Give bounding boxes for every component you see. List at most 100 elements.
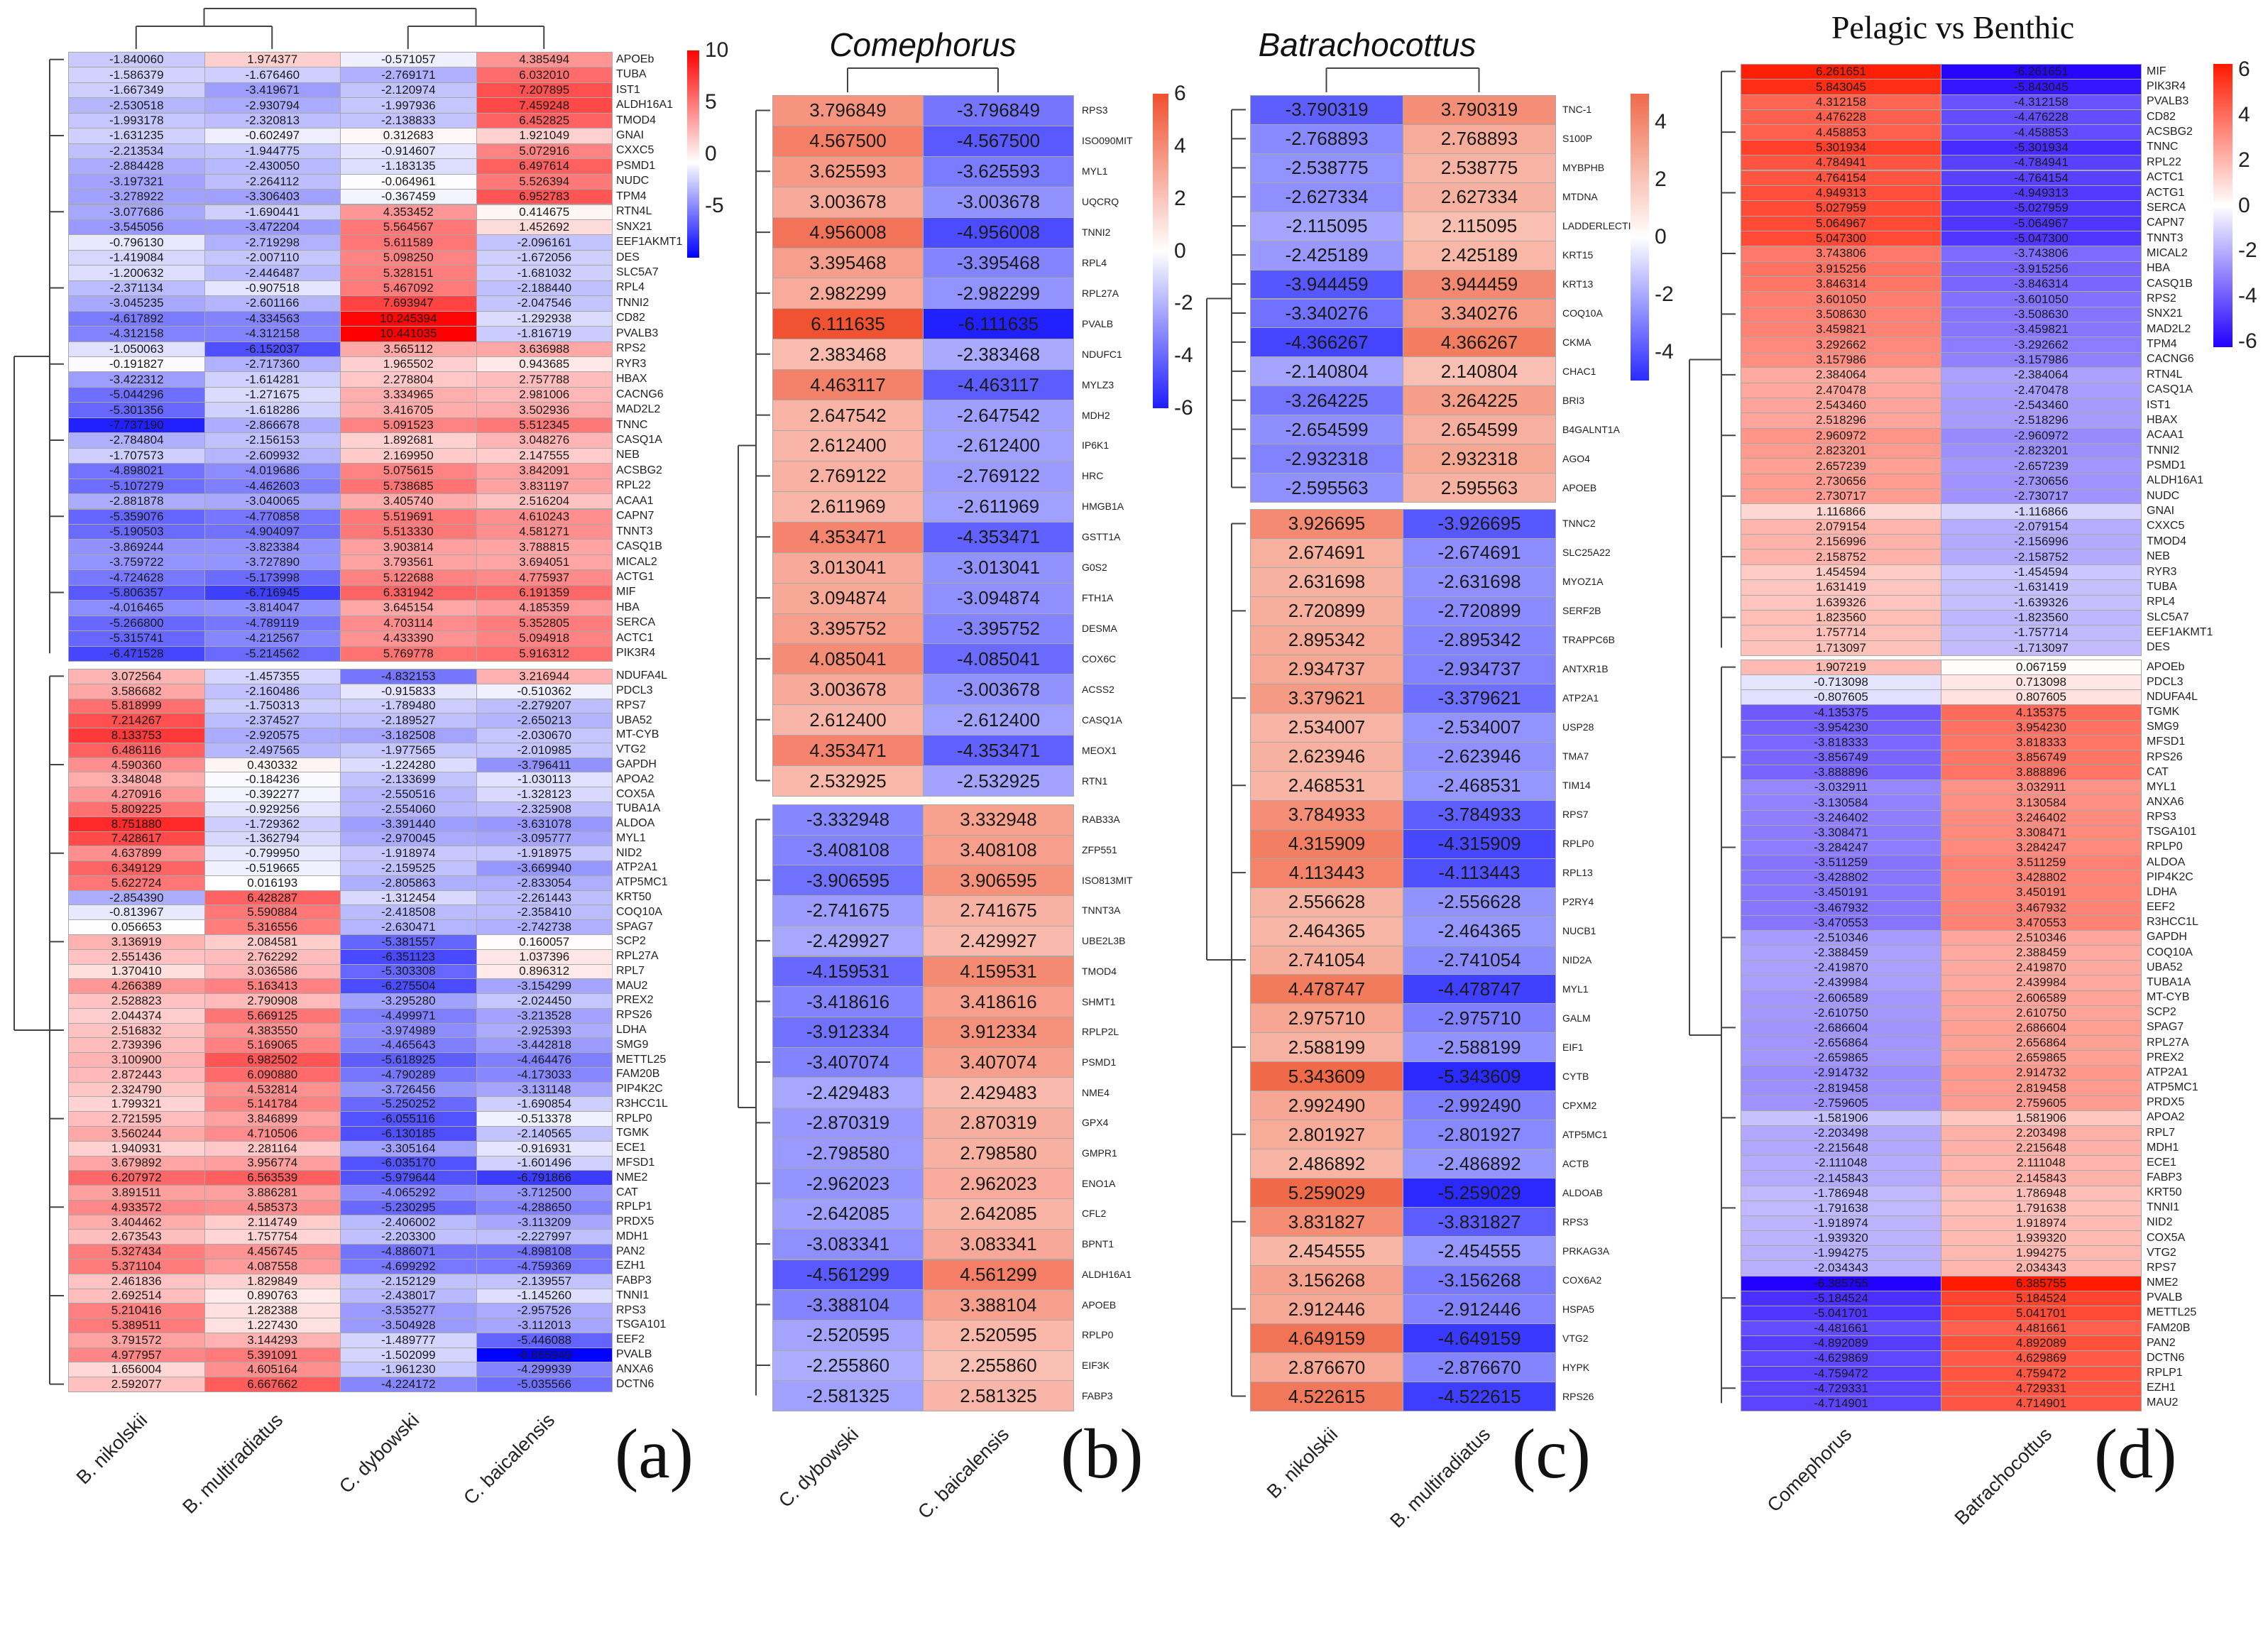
heatmap-cell: 2.960972 bbox=[1741, 427, 1941, 444]
heatmap-cell: 6.191359 bbox=[476, 584, 613, 601]
row-label: MAU2 bbox=[616, 979, 648, 992]
heatmap-cell: 4.637899 bbox=[68, 846, 205, 862]
heatmap-cell: -0.367459 bbox=[340, 189, 477, 205]
row-label: TNNT3 bbox=[2147, 231, 2184, 244]
heatmap-cell: 4.629869 bbox=[1941, 1350, 2142, 1367]
heatmap-cell: -2.358410 bbox=[476, 904, 613, 921]
heatmap-cell: 2.592077 bbox=[68, 1377, 205, 1392]
row-label: PSMD1 bbox=[616, 159, 656, 172]
heatmap-cell: -2.374527 bbox=[204, 713, 341, 729]
heatmap-cell: -2.371134 bbox=[68, 280, 205, 297]
heatmap-cell: -2.730656 bbox=[1941, 473, 2142, 490]
heatmap-cell: -1.328123 bbox=[476, 787, 613, 802]
heatmap-cell: -1.918974 bbox=[1741, 1215, 1941, 1232]
heatmap-cell: 2.429927 bbox=[923, 925, 1074, 957]
heatmap-cell: -5.301934 bbox=[1941, 139, 2142, 156]
heatmap-cell: 7.428617 bbox=[68, 831, 205, 847]
heatmap-cell: 3.645154 bbox=[340, 600, 477, 616]
heatmap-cell: -5.250252 bbox=[340, 1096, 477, 1113]
heatmap-cell: 3.818333 bbox=[1941, 734, 2142, 750]
heatmap-cell: 5.467092 bbox=[340, 280, 477, 297]
row-label: ATP5MC1 bbox=[2147, 1081, 2198, 1094]
heatmap-cell: 5.343609 bbox=[1250, 1061, 1403, 1092]
heatmap-cell: 1.631419 bbox=[1741, 579, 1941, 596]
heatmap-cell: 4.353471 bbox=[772, 735, 924, 767]
row-label: MAU2 bbox=[2147, 1396, 2179, 1409]
heatmap-cell: -3.926695 bbox=[1403, 509, 1556, 539]
heatmap-cell: 3.332948 bbox=[923, 804, 1074, 836]
heatmap-cell: -1.816719 bbox=[476, 326, 613, 342]
heatmap-cell: 3.144293 bbox=[204, 1332, 341, 1348]
row-label: TMA7 bbox=[1562, 750, 1589, 762]
row-label: CAT bbox=[2147, 765, 2169, 778]
heatmap-cell: -2.801927 bbox=[1403, 1120, 1556, 1150]
heatmap-cell: 2.692514 bbox=[68, 1288, 205, 1304]
heatmap-cell: 3.470553 bbox=[1941, 914, 2142, 931]
row-label: DES bbox=[2147, 641, 2170, 654]
heatmap-cell: -2.610750 bbox=[1741, 1005, 1941, 1021]
heatmap-cell: 4.977957 bbox=[68, 1347, 205, 1363]
row-label: VTG2 bbox=[616, 743, 646, 756]
heatmap-cell: 4.185359 bbox=[476, 600, 613, 616]
row-label: B4GALNT1A bbox=[1562, 423, 1620, 435]
heatmap-cell: -2.895342 bbox=[1403, 625, 1556, 655]
heatmap-cell: -6.261651 bbox=[1941, 64, 2142, 80]
heatmap-cell: -4.790289 bbox=[340, 1066, 477, 1083]
heatmap-cell: -1.977565 bbox=[340, 742, 477, 758]
heatmap-cell: 2.720899 bbox=[1250, 596, 1403, 626]
row-label: RPS3 bbox=[1562, 1215, 1589, 1228]
heatmap-cell: -2.418508 bbox=[340, 904, 477, 921]
heatmap-cell: 5.916312 bbox=[476, 645, 613, 662]
row-label: TIM14 bbox=[1562, 780, 1591, 792]
heatmap-cell: -2.468531 bbox=[1403, 770, 1556, 801]
heatmap-cell: -0.807605 bbox=[1741, 689, 1941, 706]
row-label: CD82 bbox=[2147, 110, 2176, 123]
row-label: NME2 bbox=[616, 1171, 648, 1183]
heatmap-cell: 6.452825 bbox=[476, 112, 613, 129]
heatmap-cell: -2.538775 bbox=[1250, 153, 1403, 183]
row-label: APOA2 bbox=[616, 772, 654, 785]
heatmap-cell: -5.343609 bbox=[1403, 1061, 1556, 1092]
heatmap-cell: -2.554060 bbox=[340, 801, 477, 817]
heatmap-cell: -4.212567 bbox=[204, 630, 341, 647]
heatmap-cell: 5.389511 bbox=[68, 1318, 205, 1333]
heatmap-cell: 3.784933 bbox=[1250, 799, 1403, 830]
heatmap-cell: -4.224172 bbox=[340, 1377, 477, 1392]
heatmap-cell: 1.786948 bbox=[1941, 1185, 2142, 1201]
heatmap-cell: -3.784933 bbox=[1403, 799, 1556, 830]
heatmap-cell: 2.581325 bbox=[923, 1380, 1074, 1411]
row-label: RPLP2L bbox=[1082, 1026, 1119, 1038]
heatmap-cell: -2.446487 bbox=[204, 265, 341, 281]
heatmap-cell: -5.446088 bbox=[476, 1332, 613, 1348]
row-label: MICAL2 bbox=[616, 555, 657, 568]
heatmap-cell: -4.463117 bbox=[923, 369, 1074, 401]
row-label: RPS7 bbox=[2147, 1261, 2176, 1274]
heatmap-cell: 0.160057 bbox=[476, 934, 613, 950]
row-label: ALDOA bbox=[2147, 855, 2186, 868]
heatmap-cell: 8.133753 bbox=[68, 728, 205, 743]
row-label: ANXA6 bbox=[616, 1362, 654, 1375]
heatmap-cell: 3.100900 bbox=[68, 1052, 205, 1068]
heatmap-cell: -2.741054 bbox=[1403, 945, 1556, 975]
heatmap-cell: -3.796411 bbox=[476, 757, 613, 773]
heatmap-cell: -0.571057 bbox=[340, 52, 477, 68]
heatmap-cell: 3.791572 bbox=[68, 1332, 205, 1348]
heatmap-cell: 2.516204 bbox=[476, 493, 613, 510]
heatmap-cell: 5.512345 bbox=[476, 417, 613, 434]
heatmap-cell: -0.713098 bbox=[1741, 674, 1941, 691]
heatmap-cell: -1.271675 bbox=[204, 386, 341, 403]
row-label: NUDC bbox=[616, 175, 650, 187]
row-label: R3HCC1L bbox=[2147, 916, 2198, 929]
heatmap-cell: 2.518296 bbox=[1741, 412, 1941, 429]
heatmap-cell: 5.611589 bbox=[340, 234, 477, 251]
heatmap-cell: -2.520595 bbox=[772, 1319, 924, 1351]
heatmap-cell: -1.823560 bbox=[1941, 609, 2142, 626]
row-label: ALDOA bbox=[616, 817, 655, 830]
heatmap-cell: 2.992490 bbox=[1250, 1090, 1403, 1121]
heatmap-cell: -4.949313 bbox=[1941, 185, 2142, 202]
row-label: PAN2 bbox=[616, 1245, 645, 1257]
row-label: SLC5A7 bbox=[2147, 611, 2189, 623]
heatmap-cell: 5.590884 bbox=[204, 904, 341, 921]
heatmap-cell: 3.459821 bbox=[1741, 322, 1941, 338]
heatmap-cell: -2.145843 bbox=[1741, 1170, 1941, 1186]
